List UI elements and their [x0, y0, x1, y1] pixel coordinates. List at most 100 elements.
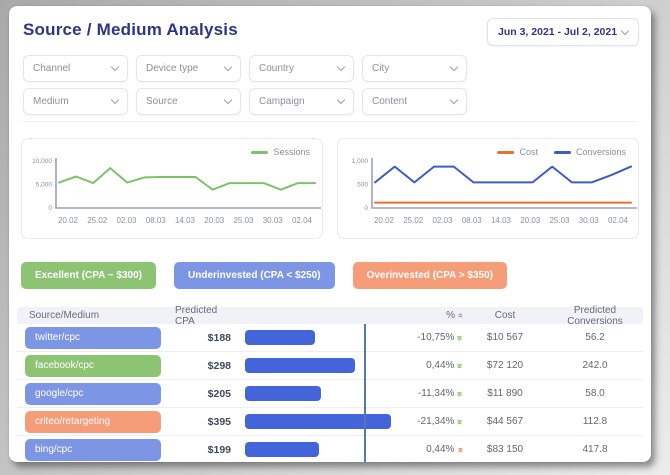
trend-down-icon: « — [454, 334, 466, 341]
date-range-selector[interactable]: Jun 3, 2021 - Jul 2, 2021 — [487, 18, 639, 46]
percent-change: -11,34% « — [417, 388, 466, 399]
svg-text:02.03: 02.03 — [116, 216, 137, 225]
source-medium-pill[interactable]: twitter/cpc — [25, 326, 161, 349]
filter-bar: Channel Device type Country City Medium … — [9, 54, 651, 122]
filter-source[interactable]: Source — [136, 88, 241, 115]
dashboard-card: Source / Medium Analysis Jun 3, 2021 - J… — [9, 6, 651, 462]
source-medium-pill[interactable]: facebook/cpc — [25, 354, 161, 377]
filter-city[interactable]: City — [362, 55, 467, 82]
table-row: bing/cpc $199 0,44% « $83 150 417.8 — [17, 436, 643, 462]
filter-channel[interactable]: Channel — [23, 55, 128, 82]
trend-down-icon: « — [454, 390, 466, 397]
table-row: facebook/cpc $298 0,44% « $72 120 242.0 — [17, 352, 643, 380]
cost-conversions-chart: Cost Conversions 0 500 1,000 20.02 25.02 02.03 0… — [337, 138, 639, 239]
chart-legend: Cost Conversions — [497, 147, 626, 157]
filter-medium[interactable]: Medium — [23, 88, 128, 115]
source-medium-label: twitter/cpc — [35, 332, 81, 343]
chevron-down-icon — [449, 62, 459, 72]
header: Source / Medium Analysis Jun 3, 2021 - J… — [9, 6, 651, 54]
table-row: twitter/cpc $188 -10,75% « $10 567 56.2 — [17, 324, 643, 352]
header-cost: Cost — [494, 310, 516, 321]
charts-row: Sessions 0 5,000 10,000 20.02 25.02 02.03 08.03… — [9, 122, 651, 239]
filter-device-type[interactable]: Device type — [136, 55, 241, 82]
chevron-down-icon — [223, 95, 233, 105]
page-title: Source / Medium Analysis — [23, 20, 238, 39]
predicted-conversions-value: 56.2 — [585, 332, 605, 343]
cpa-benchmark-line — [364, 324, 366, 462]
cost-value: $44 567 — [486, 416, 524, 427]
legend-item: Sessions — [251, 147, 310, 157]
legend-line-icon — [497, 150, 515, 154]
predicted-conversions-value: 58.0 — [585, 388, 605, 399]
cost-value: $72 120 — [486, 360, 524, 371]
source-medium-pill[interactable]: criteo/retargeting — [25, 410, 161, 433]
svg-text:02.04: 02.04 — [608, 216, 629, 225]
badge-overinvested[interactable]: Overinvested (CPA > $350) — [352, 262, 507, 289]
filter-country[interactable]: Country — [249, 55, 354, 82]
cpa-legend: Excellent (CPA ~ $300) Underinvested (CP… — [9, 239, 651, 289]
svg-text:08.03: 08.03 — [146, 216, 167, 225]
cost-value: $83 150 — [486, 444, 524, 455]
chevron-down-icon — [620, 26, 630, 35]
predicted-conversions-value: 242.0 — [582, 360, 608, 371]
header-percent-sort[interactable]: % « — [446, 310, 466, 321]
cpa-bar — [245, 330, 315, 345]
source-medium-label: google/cpc — [35, 388, 84, 399]
svg-text:20.02: 20.02 — [58, 216, 79, 225]
cpa-bar — [245, 358, 355, 373]
legend-label: Sessions — [273, 147, 310, 157]
divider — [23, 121, 637, 122]
cpa-bar — [245, 386, 321, 401]
svg-text:20.02: 20.02 — [374, 216, 395, 225]
badge-excellent[interactable]: Excellent (CPA ~ $300) — [21, 262, 156, 289]
cpa-bar — [245, 414, 391, 429]
trend-down-icon: « — [454, 418, 466, 425]
svg-text:1,000: 1,000 — [352, 158, 369, 165]
legend-line-icon — [553, 150, 571, 154]
header-predicted-conversions: Predicted Conversions — [567, 304, 623, 327]
svg-text:10,000: 10,000 — [32, 158, 52, 165]
filter-campaign[interactable]: Campaign — [249, 88, 354, 115]
source-medium-label: facebook/cpc — [35, 360, 94, 371]
filter-content[interactable]: Content — [362, 88, 467, 115]
legend-label: Cost — [519, 147, 538, 157]
chart-legend: Sessions — [251, 147, 310, 157]
predicted-cpa-value: $205 — [207, 387, 231, 400]
predicted-cpa-value: $188 — [207, 331, 231, 344]
svg-text:25.03: 25.03 — [549, 216, 570, 225]
percent-change: -21,34% « — [417, 416, 466, 427]
legend-item: Cost — [497, 147, 538, 157]
header-predicted-cpa: Predicted CPA — [175, 304, 218, 327]
source-medium-label: bing/cpc — [35, 444, 73, 455]
svg-text:30.03: 30.03 — [263, 216, 284, 225]
chevron-down-icon — [336, 95, 346, 105]
svg-text:08.03: 08.03 — [462, 216, 483, 225]
svg-text:500: 500 — [357, 182, 368, 189]
source-medium-label: criteo/retargeting — [35, 416, 111, 427]
predicted-conversions-value: 112.8 — [582, 416, 608, 427]
svg-text:0: 0 — [48, 205, 52, 212]
svg-text:14.03: 14.03 — [491, 216, 512, 225]
chevron-down-icon — [110, 95, 120, 105]
trend-up-icon: « — [455, 446, 467, 453]
predicted-cpa-value: $298 — [207, 359, 231, 372]
cost-value: $10 567 — [486, 332, 524, 343]
percent-change: 0,44% « — [426, 444, 467, 455]
svg-text:30.03: 30.03 — [579, 216, 600, 225]
svg-text:02.04: 02.04 — [292, 216, 313, 225]
percent-change: 0,44% « — [426, 360, 466, 371]
table-row: google/cpc $205 -11,34% « $11 890 58.0 — [17, 380, 643, 408]
source-medium-pill[interactable]: google/cpc — [25, 382, 161, 405]
badge-underinvested[interactable]: Underinvested (CPA < $250) — [174, 262, 335, 289]
table-header-row: Source/Medium Predicted CPA % « Cost Pre… — [17, 304, 643, 327]
chevron-down-icon — [449, 95, 459, 105]
svg-text:0: 0 — [364, 205, 368, 212]
source-medium-pill[interactable]: bing/cpc — [25, 438, 161, 461]
chevron-down-icon — [223, 62, 233, 72]
legend-item: Conversions — [553, 147, 626, 157]
predicted-conversions-value: 417.8 — [582, 444, 608, 455]
svg-text:20.03: 20.03 — [204, 216, 225, 225]
table-row: criteo/retargeting $395 -21,34% « $44 56… — [17, 408, 643, 436]
predicted-cpa-value: $395 — [207, 415, 231, 428]
chevron-down-icon — [336, 62, 346, 72]
